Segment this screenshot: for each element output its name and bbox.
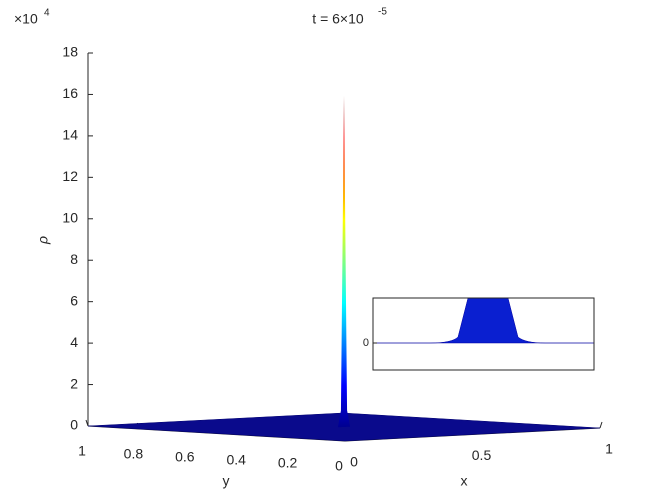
z-tick-label: 12: [62, 168, 78, 184]
y-tick-label: 0.2: [278, 455, 298, 471]
y-tick-label: 1: [78, 443, 86, 459]
y-axis-label: y: [223, 473, 230, 489]
z-multiplier: ×10: [14, 11, 38, 27]
z-tick-label: 2: [70, 375, 78, 391]
x-axis-label: x: [461, 473, 468, 489]
z-tick-label: 16: [62, 85, 78, 101]
z-tick-label: 10: [62, 209, 78, 225]
y-tick-label: 0.8: [124, 446, 144, 462]
z-tick-label: 4: [70, 334, 78, 350]
z-tick-label: 18: [62, 44, 78, 60]
title-exponent: -5: [378, 7, 387, 18]
surface-peak: [337, 95, 351, 428]
y-tick-label: 0.4: [226, 452, 246, 468]
x-tick-label: 0: [350, 454, 358, 470]
chart-title: t = 6×10: [312, 11, 364, 27]
z-tick-label: 8: [70, 251, 78, 267]
y-tick-label: 0.6: [175, 449, 195, 465]
x-tick-label: 1: [605, 441, 613, 457]
z-tick-label: 6: [70, 292, 78, 308]
y-tick: [85, 419, 89, 427]
x-tick-label: 0.5: [472, 447, 492, 463]
inset-border: [372, 297, 595, 371]
z-multiplier-exponent: 4: [44, 8, 50, 19]
z-tick-label: 14: [62, 127, 78, 143]
z-tick-label: 0: [70, 417, 78, 433]
inset-tick-label: 0: [363, 337, 369, 349]
y-tick-label: 0: [335, 458, 343, 474]
x-tick: [599, 421, 603, 429]
z-axis-label: ρ: [35, 236, 51, 245]
